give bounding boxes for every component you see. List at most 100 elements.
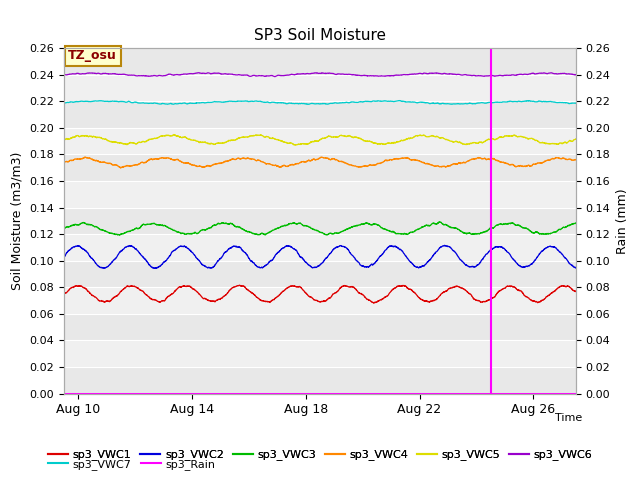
sp3_Rain	[481, 391, 489, 396]
sp3_VWC6	[271, 74, 279, 80]
sp3_VWC7	[396, 97, 403, 103]
sp3_VWC6	[572, 72, 580, 77]
sp3_VWC3	[256, 232, 264, 238]
sp3_VWC7	[153, 101, 161, 107]
sp3_VWC2	[572, 265, 580, 271]
sp3_VWC6	[195, 70, 202, 75]
sp3_VWC5	[60, 137, 68, 143]
sp3_VWC6	[367, 73, 375, 79]
sp3_VWC7	[442, 101, 450, 107]
sp3_VWC7	[305, 101, 312, 107]
sp3_VWC1	[481, 299, 489, 305]
sp3_VWC5	[170, 132, 177, 137]
sp3_VWC2	[256, 265, 264, 271]
Bar	[64, 340, 576, 367]
Bar	[64, 128, 576, 155]
Bar	[64, 207, 576, 234]
Bar	[64, 234, 576, 261]
sp3_VWC3	[60, 226, 68, 232]
sp3_VWC7	[256, 98, 264, 104]
sp3_VWC2	[367, 262, 375, 267]
Title: SP3 Soil Moisture: SP3 Soil Moisture	[254, 28, 386, 43]
sp3_VWC3	[367, 222, 375, 228]
Bar	[64, 367, 576, 394]
sp3_VWC3	[572, 220, 580, 226]
sp3_VWC1	[394, 284, 401, 289]
sp3_VWC1	[60, 291, 68, 297]
sp3_VWC7	[481, 100, 489, 106]
sp3_VWC6	[153, 73, 161, 79]
Y-axis label: Soil Moisture (m3/m3): Soil Moisture (m3/m3)	[11, 152, 24, 290]
sp3_VWC4	[154, 156, 161, 162]
Line: sp3_VWC2: sp3_VWC2	[64, 245, 576, 268]
sp3_VWC3	[442, 222, 450, 228]
sp3_VWC5	[394, 139, 401, 144]
sp3_VWC4	[256, 158, 264, 164]
Bar	[64, 74, 576, 101]
Text: TZ_osu: TZ_osu	[68, 49, 117, 62]
sp3_VWC1	[256, 297, 264, 302]
sp3_Rain	[572, 391, 580, 396]
sp3_VWC5	[572, 136, 580, 142]
sp3_VWC1	[236, 282, 243, 288]
sp3_Rain	[367, 391, 375, 396]
sp3_VWC1	[442, 288, 450, 294]
sp3_VWC1	[153, 298, 161, 304]
Bar	[64, 287, 576, 314]
sp3_Rain	[442, 391, 450, 396]
Legend: sp3_VWC1, sp3_VWC2, sp3_VWC3, sp3_VWC4, sp3_VWC5, sp3_VWC6: sp3_VWC1, sp3_VWC2, sp3_VWC3, sp3_VWC4, …	[44, 445, 596, 465]
sp3_VWC7	[60, 100, 68, 106]
sp3_VWC2	[442, 243, 450, 249]
sp3_VWC4	[117, 165, 125, 171]
sp3_VWC2	[441, 242, 449, 248]
sp3_VWC4	[394, 156, 401, 162]
Y-axis label: Rain (mm): Rain (mm)	[616, 188, 629, 253]
sp3_VWC4	[481, 156, 489, 162]
sp3_VWC3	[435, 219, 443, 225]
sp3_VWC1	[367, 299, 375, 304]
sp3_VWC5	[292, 142, 300, 148]
sp3_VWC5	[153, 135, 161, 141]
sp3_VWC7	[572, 100, 580, 106]
sp3_VWC6	[60, 72, 68, 78]
Bar	[64, 181, 576, 207]
sp3_VWC2	[152, 265, 159, 271]
sp3_VWC2	[60, 254, 68, 260]
sp3_VWC5	[367, 139, 375, 144]
sp3_VWC2	[481, 253, 489, 259]
sp3_Rain	[393, 391, 401, 396]
sp3_VWC3	[153, 222, 161, 228]
sp3_VWC4	[442, 164, 450, 169]
Line: sp3_VWC4: sp3_VWC4	[64, 157, 576, 168]
sp3_VWC4	[60, 159, 68, 165]
sp3_VWC1	[370, 300, 378, 306]
Bar	[64, 101, 576, 128]
sp3_VWC7	[367, 99, 375, 105]
Line: sp3_VWC1: sp3_VWC1	[64, 285, 576, 303]
sp3_Rain	[60, 391, 68, 396]
sp3_VWC6	[481, 73, 489, 79]
Line: sp3_VWC6: sp3_VWC6	[64, 72, 576, 77]
Text: Time: Time	[555, 413, 582, 423]
sp3_VWC4	[81, 154, 89, 160]
Bar	[64, 48, 576, 74]
sp3_VWC3	[481, 228, 489, 234]
sp3_VWC4	[367, 162, 375, 168]
sp3_VWC3	[261, 232, 269, 238]
sp3_VWC4	[572, 157, 580, 163]
sp3_VWC6	[442, 71, 450, 77]
sp3_VWC2	[393, 244, 401, 250]
sp3_VWC1	[572, 288, 580, 294]
sp3_Rain	[256, 391, 264, 396]
sp3_VWC3	[393, 231, 401, 237]
sp3_VWC6	[256, 73, 264, 79]
sp3_VWC5	[481, 138, 489, 144]
sp3_VWC2	[153, 264, 161, 270]
Bar	[64, 155, 576, 181]
Legend: sp3_VWC7, sp3_Rain: sp3_VWC7, sp3_Rain	[44, 455, 220, 474]
sp3_VWC5	[256, 132, 264, 138]
Line: sp3_VWC7: sp3_VWC7	[64, 100, 576, 104]
Bar	[64, 261, 576, 287]
sp3_VWC6	[394, 72, 401, 78]
sp3_VWC5	[442, 137, 450, 143]
